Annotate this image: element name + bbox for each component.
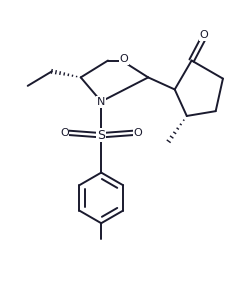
Text: S: S xyxy=(97,129,105,142)
Text: O: O xyxy=(199,30,208,40)
Text: O: O xyxy=(134,128,142,138)
Text: O: O xyxy=(60,128,69,138)
Text: O: O xyxy=(120,54,128,64)
Text: N: N xyxy=(97,97,105,107)
